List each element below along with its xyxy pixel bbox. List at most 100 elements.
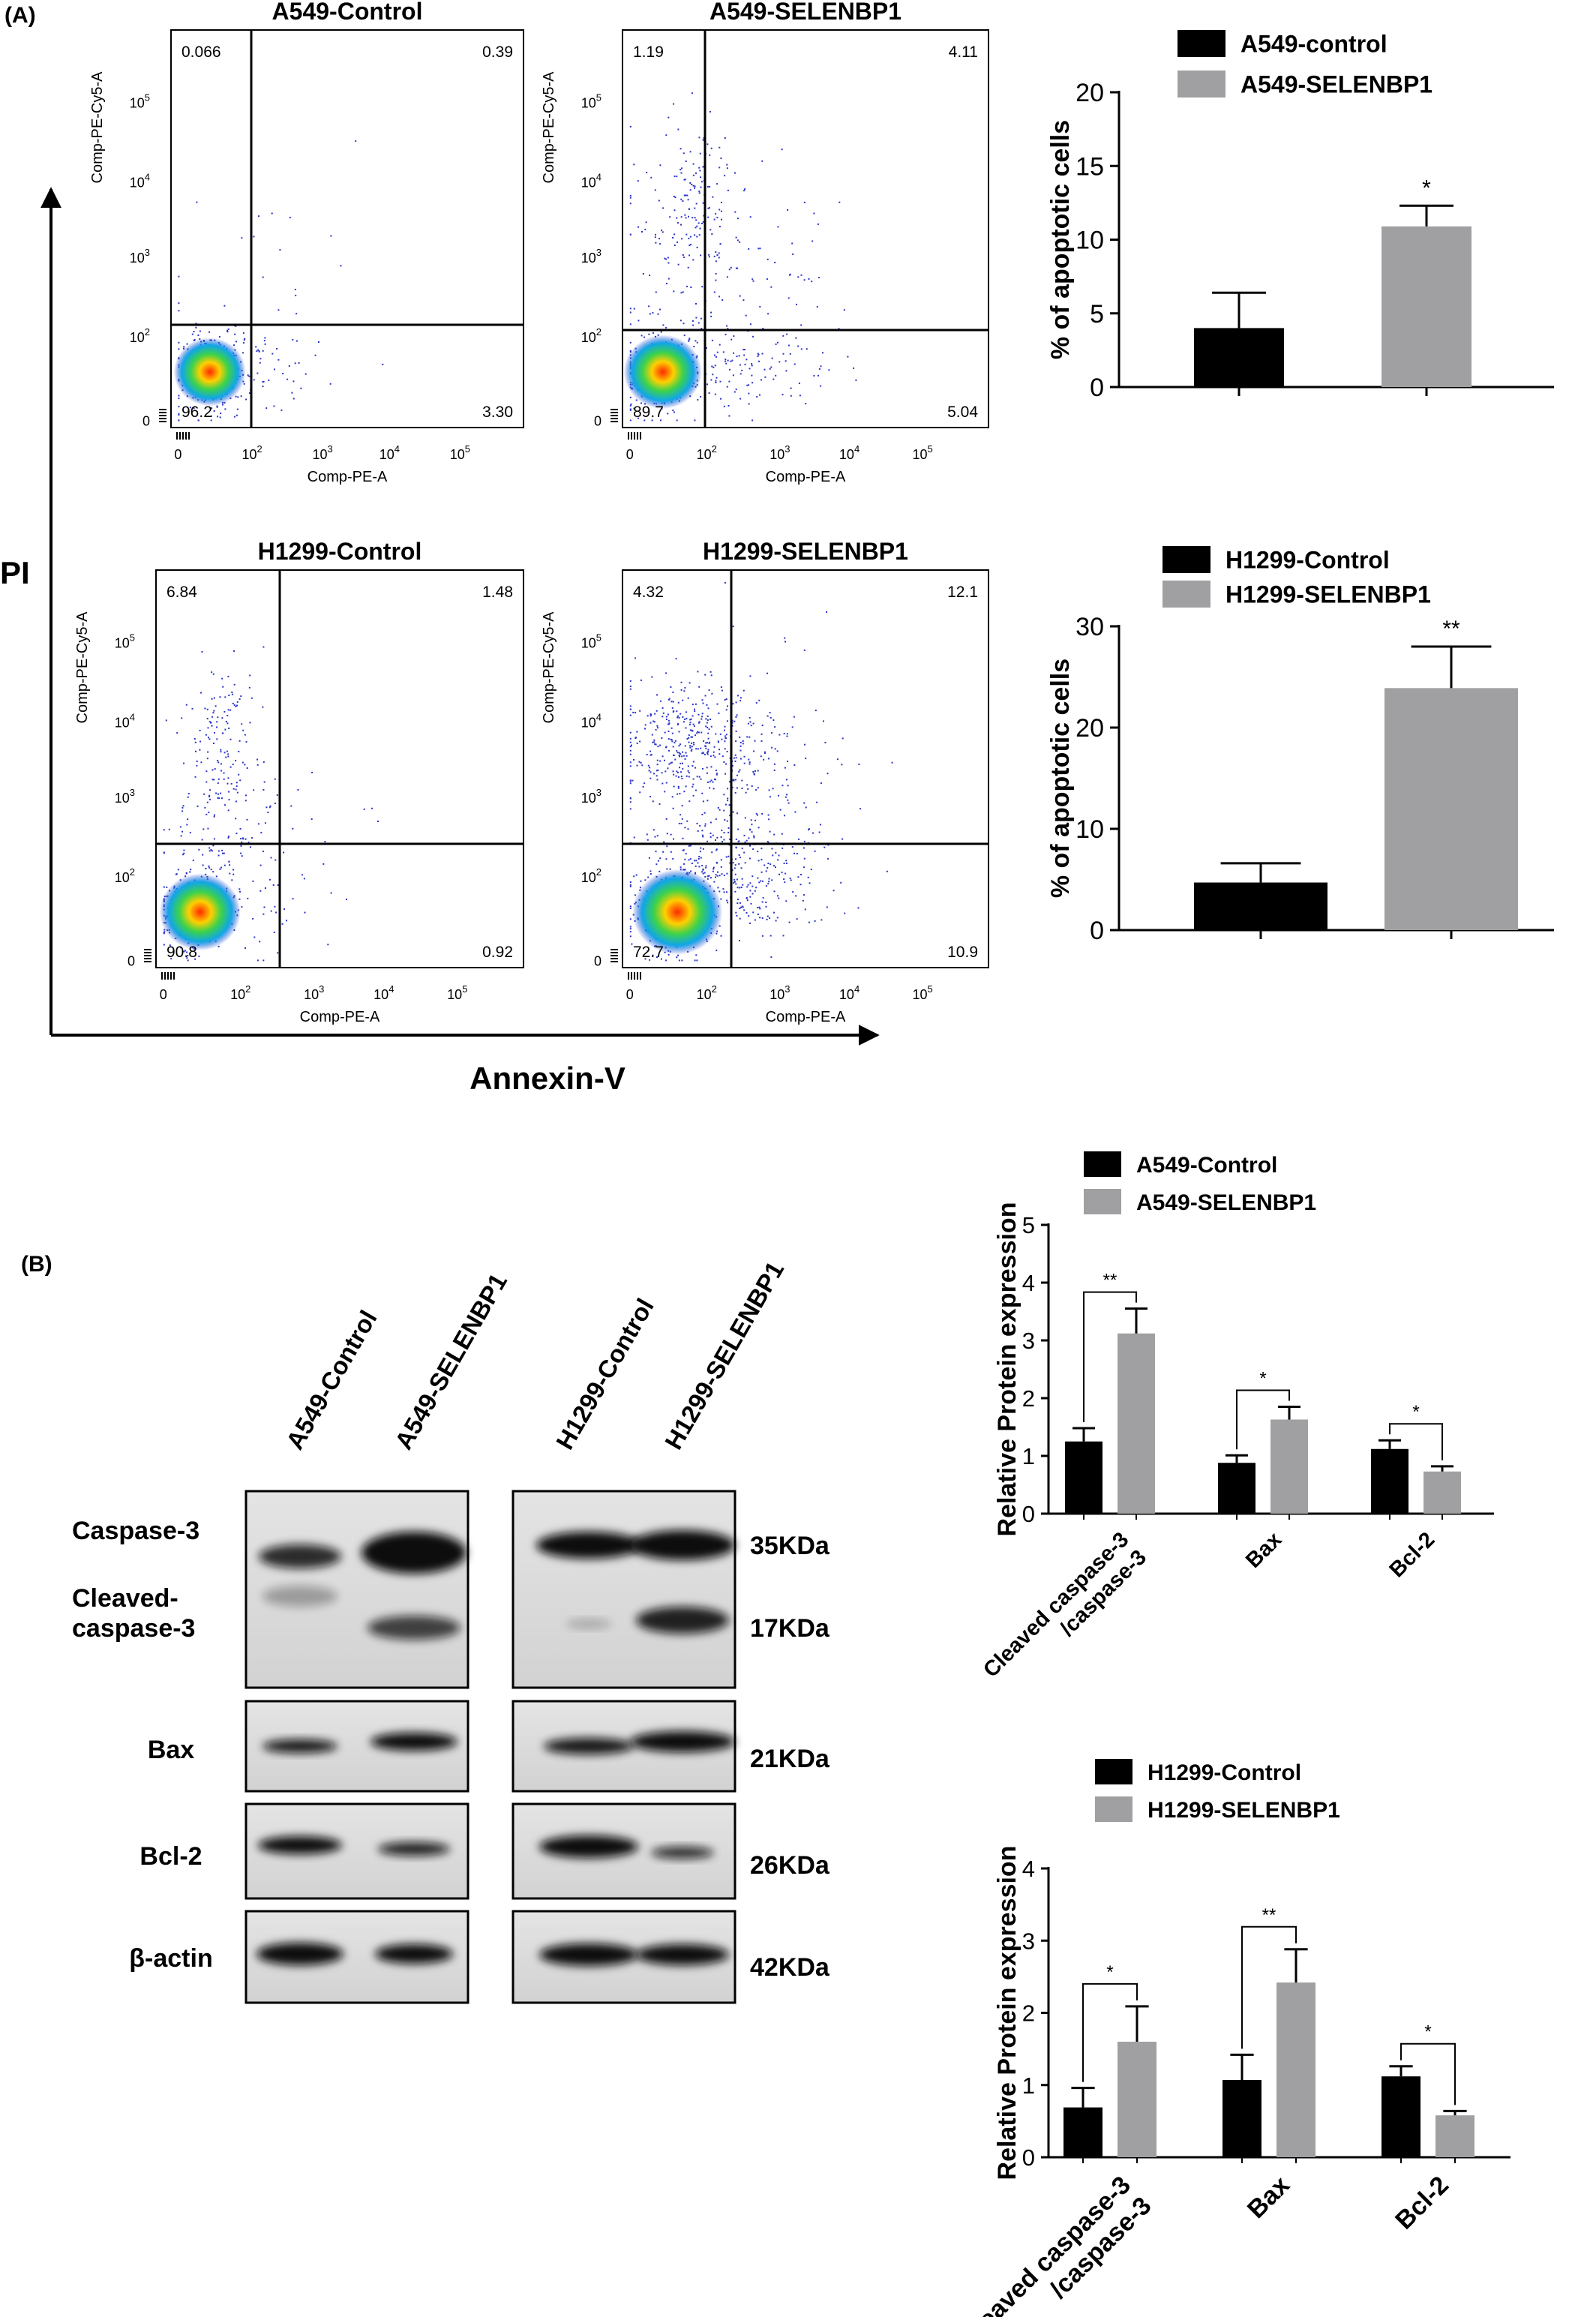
flow-event: [206, 801, 208, 803]
flow-event: [765, 870, 767, 872]
y-tick-label: 105: [581, 92, 602, 110]
flow-event: [732, 626, 734, 628]
flow-event: [795, 895, 797, 897]
flow-event: [674, 742, 676, 744]
flow-event: [772, 788, 774, 790]
flow-event: [736, 267, 738, 269]
flow-event: [264, 343, 266, 345]
flow-event: [803, 649, 806, 651]
flow-event: [757, 851, 759, 853]
flow-event: [766, 841, 769, 843]
flow-event: [220, 792, 222, 794]
flow-event: [211, 698, 213, 700]
y-tick-exponent: 2: [596, 866, 602, 878]
flow-event: [748, 857, 751, 860]
flow-event: [703, 740, 705, 743]
flow-event: [716, 773, 718, 775]
flow-event: [238, 898, 241, 900]
flow-event: [200, 692, 202, 694]
flow-event: [668, 763, 670, 765]
flow-event: [785, 860, 788, 862]
flow-event: [220, 770, 222, 772]
flow-event: [252, 880, 254, 882]
flow-event: [761, 353, 764, 355]
flow-event: [844, 912, 846, 914]
flow-event: [726, 751, 728, 752]
flow-event: [748, 392, 750, 395]
flow-event: [222, 852, 224, 854]
flow-event: [687, 828, 689, 830]
flow-event: [659, 744, 661, 746]
flow-event: [237, 396, 239, 398]
flow-event: [678, 731, 680, 733]
x-tick-label: 104: [374, 983, 394, 1002]
flow-event: [664, 731, 666, 734]
flow-event: [712, 366, 715, 368]
flow-event: [654, 236, 656, 239]
flow-event: [721, 738, 723, 740]
flow-event: [245, 398, 248, 401]
flow-event: [775, 343, 777, 345]
flow-event: [733, 882, 735, 884]
flow-event: [800, 348, 802, 350]
flow-event: [820, 824, 821, 826]
flow-event: [707, 750, 710, 752]
flow-event: [687, 697, 689, 699]
flow-event: [778, 854, 780, 857]
flow-event: [688, 734, 690, 737]
flow-event: [217, 716, 219, 719]
flow-event: [169, 944, 171, 947]
flow-event: [691, 746, 693, 748]
flow-event: [737, 828, 740, 830]
flow-event: [713, 255, 716, 257]
x-tick-exponent: 5: [462, 983, 467, 995]
flow-event: [688, 237, 690, 239]
bar-A549-Control: [1218, 1463, 1256, 1514]
flow-event: [656, 694, 658, 696]
flow-event: [220, 866, 222, 869]
flow-event: [650, 771, 652, 773]
flow-event: [694, 860, 696, 862]
flow-event: [662, 707, 664, 709]
flow-event: [650, 754, 652, 756]
flow-event: [808, 278, 810, 280]
flow-event: [673, 773, 675, 776]
flow-event: [656, 835, 658, 837]
flow-event: [654, 713, 656, 715]
flow-event: [656, 725, 658, 727]
flow-event: [714, 756, 716, 758]
flow-event: [629, 203, 632, 205]
flow-event: [677, 776, 680, 778]
flow-event: [760, 740, 763, 743]
legend-swatch: [1178, 30, 1226, 57]
flow-event: [648, 305, 650, 308]
flow-event: [746, 359, 748, 361]
flow-event: [713, 218, 716, 221]
flow-event: [786, 333, 788, 335]
flow-event: [674, 245, 676, 246]
flow-event: [787, 209, 789, 211]
flow-event: [178, 406, 180, 408]
flow-event: [216, 726, 218, 728]
flow-event: [291, 392, 293, 394]
flow-event: [698, 322, 700, 324]
flow-event: [681, 755, 683, 758]
flow-event: [665, 782, 668, 784]
flow-event: [204, 707, 206, 710]
flow-event: [688, 208, 690, 210]
x-tick-label: 0: [160, 987, 167, 1002]
flow-event: [186, 957, 188, 959]
flow-event: [629, 396, 632, 398]
flow-event: [704, 745, 706, 747]
flow-event: [803, 857, 806, 860]
flow-event: [757, 787, 759, 789]
flow-event: [687, 765, 689, 767]
flow-event: [720, 398, 722, 400]
flow-event: [666, 868, 668, 870]
flow-event: [644, 782, 646, 785]
significance-marker: **: [1103, 1271, 1118, 1291]
flow-event: [224, 408, 226, 410]
flow-event: [668, 953, 670, 956]
y-tick-label: 3: [1022, 1928, 1035, 1954]
flow-event: [727, 189, 729, 191]
